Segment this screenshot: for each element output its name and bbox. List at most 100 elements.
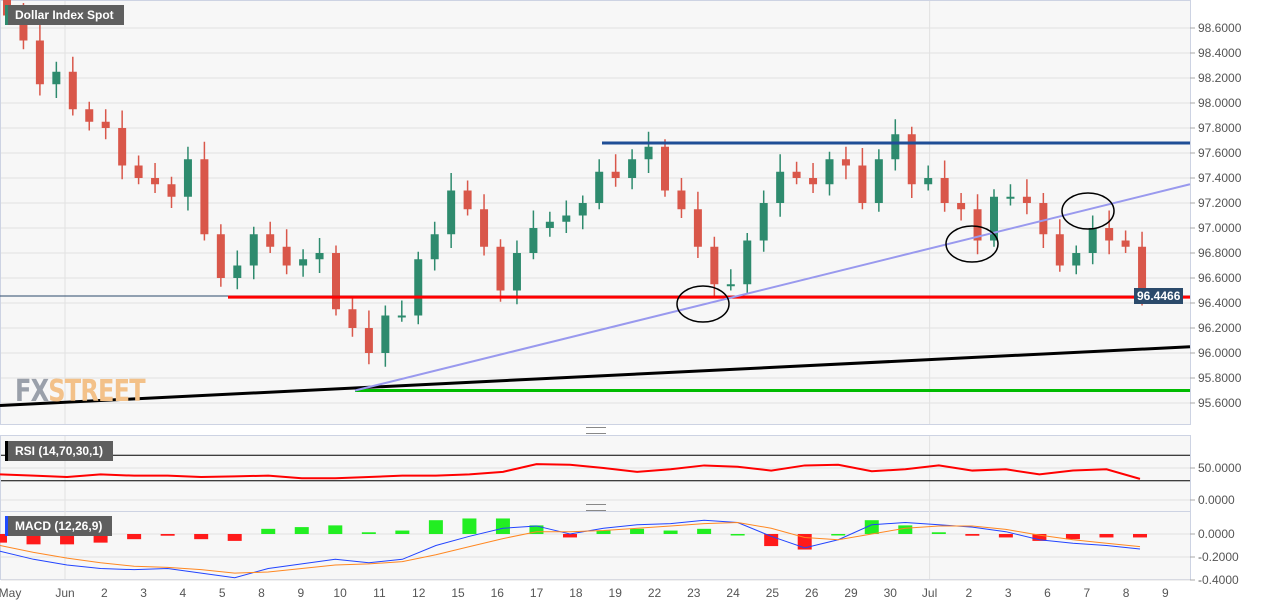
macd-histogram-bar xyxy=(127,534,142,540)
candle xyxy=(183,146,192,211)
y-tick-label: 97.6000 xyxy=(1198,146,1242,160)
candle-body xyxy=(693,209,702,247)
x-tick-label: Jul xyxy=(922,586,937,600)
candle xyxy=(447,173,456,248)
macd-histogram-bar xyxy=(160,534,175,536)
candle xyxy=(825,151,834,196)
last-price-badge: 96.4466 xyxy=(1134,288,1184,304)
candle xyxy=(1105,210,1114,255)
candle-body xyxy=(661,146,669,191)
macd-tick-label: 0.0000 xyxy=(1198,527,1235,541)
x-tick-label: May xyxy=(0,586,21,600)
candle-body xyxy=(743,240,752,285)
candle-body xyxy=(216,234,225,278)
candle-body xyxy=(151,178,160,185)
candle-body xyxy=(973,209,982,241)
candle xyxy=(496,239,505,302)
candle-body xyxy=(924,178,933,185)
candle-body xyxy=(710,246,719,285)
y-tick-label: 98.6000 xyxy=(1198,21,1242,35)
candle xyxy=(332,245,340,316)
candle-body xyxy=(529,228,538,253)
candle-body xyxy=(512,253,521,291)
candle xyxy=(578,195,587,230)
candle-body xyxy=(825,159,834,185)
macd-histogram-bar xyxy=(931,532,946,534)
candle-body xyxy=(792,171,801,178)
candle-body xyxy=(940,178,949,203)
x-tick-label: 18 xyxy=(569,586,583,600)
candle xyxy=(480,194,489,256)
macd-histogram-bar xyxy=(495,518,510,534)
candle-body xyxy=(233,265,242,278)
x-tick-label: 7 xyxy=(1083,586,1090,600)
candle-body xyxy=(315,253,324,260)
x-tick-label: 19 xyxy=(609,586,623,600)
macd-histogram-bar xyxy=(60,534,75,545)
candle-body xyxy=(1072,253,1081,266)
candle xyxy=(233,250,242,290)
candle-body xyxy=(282,246,291,266)
candle-body xyxy=(348,309,357,328)
macd-label: MACD (12,26,9) xyxy=(5,516,113,536)
macd-histogram-bar xyxy=(328,525,343,534)
candle-body xyxy=(19,15,28,41)
macd-histogram-bar xyxy=(998,534,1013,538)
x-tick-label: 29 xyxy=(844,586,858,600)
candle xyxy=(891,119,900,171)
candle-body xyxy=(397,315,406,318)
candle-body xyxy=(759,203,768,241)
y-tick-label: 97.0000 xyxy=(1198,221,1242,235)
candle xyxy=(1006,184,1015,206)
x-tick-label: 26 xyxy=(805,586,819,600)
x-tick-label: 17 xyxy=(530,586,544,600)
candle-body xyxy=(776,171,785,203)
candle-body xyxy=(183,159,192,197)
candle-body xyxy=(200,159,209,235)
candle xyxy=(776,154,785,217)
candle-body xyxy=(677,190,686,210)
y-tick-label: 97.4000 xyxy=(1198,171,1242,185)
candle xyxy=(348,296,357,337)
candle xyxy=(167,176,176,208)
annotation-circle xyxy=(676,285,730,323)
x-tick-label: 3 xyxy=(140,586,147,600)
candle xyxy=(68,56,77,116)
rsi-line xyxy=(0,463,1141,480)
candle xyxy=(841,146,850,180)
candle-body xyxy=(35,40,44,85)
candle-body xyxy=(430,234,439,260)
candle xyxy=(611,154,620,187)
y-tick-label: 98.0000 xyxy=(1198,96,1242,110)
candle xyxy=(907,126,916,198)
candle xyxy=(924,165,933,191)
candle-body xyxy=(809,178,818,185)
macd-histogram-bar xyxy=(730,534,745,536)
candle xyxy=(282,229,291,275)
rsi-resize-handle[interactable] xyxy=(586,427,606,434)
candle xyxy=(512,240,521,305)
candle xyxy=(644,131,653,173)
candle xyxy=(1088,215,1097,265)
candle-body xyxy=(68,71,77,110)
candle-body xyxy=(726,284,735,287)
macd-histogram-bar xyxy=(630,528,645,534)
candle-body xyxy=(447,190,456,235)
macd-histogram-bar xyxy=(0,534,7,543)
macd-histogram-bar xyxy=(1065,534,1080,540)
y-tick-label: 95.6000 xyxy=(1198,396,1242,410)
macd-resize-handle[interactable] xyxy=(586,504,606,511)
candle-body xyxy=(52,71,61,85)
rsi-tick-label: 0.0000 xyxy=(1198,493,1235,507)
candle xyxy=(1121,230,1130,253)
candle-body xyxy=(118,128,127,166)
candle-body xyxy=(990,196,998,241)
chart-title: Dollar Index Spot xyxy=(5,5,124,25)
x-tick-label: 2 xyxy=(101,586,108,600)
macd-histogram-bar xyxy=(831,534,846,536)
y-tick-label: 97.8000 xyxy=(1198,121,1242,135)
y-tick-label: 98.2000 xyxy=(1198,71,1242,85)
macd-histogram-bar xyxy=(227,534,242,541)
macd-histogram-bar xyxy=(529,525,544,534)
